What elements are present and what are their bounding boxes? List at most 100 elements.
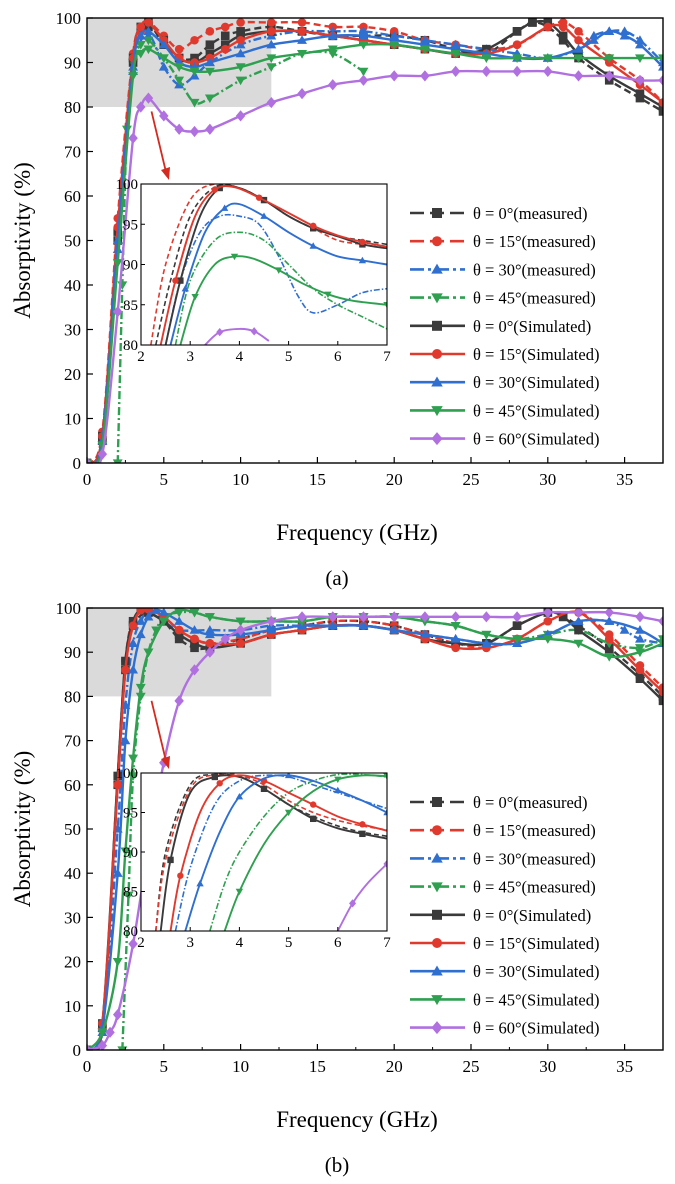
series-0-point	[635, 670, 645, 679]
inset-series-5-point	[310, 222, 317, 230]
legend-label: θ = 0°(Simulated)	[473, 317, 591, 336]
series-1-point	[190, 35, 199, 45]
inset-chart: 2 3 4 5 6 7 80 85 90 95 100	[116, 177, 392, 365]
y-tick-label: 80	[64, 687, 81, 706]
inset-y-tick-label: 85	[123, 298, 138, 314]
series-8-point	[358, 74, 369, 86]
series-7-point	[128, 754, 139, 764]
legend-marker	[432, 208, 442, 218]
series-6-point	[358, 620, 369, 630]
series-3-point	[143, 36, 154, 46]
inset-series-7-point	[235, 888, 244, 896]
legend-label: θ = 15°(measured)	[473, 232, 596, 251]
x-tick-label: 30	[539, 1057, 556, 1076]
inset-series-5-point	[211, 186, 218, 193]
chart-panel-a: 0 5 10 15 20 25 30 350102030405060708090100Freq…	[10, 9, 664, 590]
series-1-point	[574, 27, 583, 36]
series-7-point	[604, 54, 615, 63]
legend-label: θ = 0°(Simulated)	[473, 906, 591, 925]
series-1-point	[220, 22, 230, 32]
zoom-arrow-head	[161, 167, 170, 180]
series-4-point	[528, 18, 537, 27]
series-2-point	[635, 633, 645, 643]
series-7-point	[297, 49, 307, 59]
series-4-point	[635, 674, 645, 684]
series-6-point	[327, 30, 338, 40]
series-0-point	[205, 40, 215, 49]
series-6-point	[189, 625, 200, 634]
inset-y-tick-label: 100	[116, 766, 139, 782]
series-6-point	[389, 625, 400, 634]
y-axis-title: Absorptivity (%)	[10, 162, 35, 319]
inset-series-7-line	[179, 255, 387, 345]
series-8-point	[143, 92, 154, 104]
inset-series-5-point	[177, 872, 184, 879]
series-4-point	[220, 40, 230, 49]
series-3-point	[123, 891, 134, 901]
series-8-point	[159, 757, 169, 769]
series-7-point	[573, 54, 584, 63]
series-5-point	[174, 625, 184, 635]
inset-series-8-line	[336, 863, 387, 931]
legend-label: θ = 30°(measured)	[473, 260, 596, 279]
series-0-point	[190, 643, 199, 653]
x-tick-label: 20	[386, 470, 403, 489]
legend-marker	[431, 995, 443, 1006]
inset-x-tick-label: 6	[334, 349, 342, 365]
legend-label: θ = 15°(measured)	[473, 821, 596, 840]
series-7-point	[112, 259, 123, 268]
inset-y-tick-label: 95	[123, 217, 138, 233]
series-0-point	[558, 35, 568, 45]
inset-series-4-point	[167, 856, 174, 864]
legend-marker	[431, 293, 443, 304]
series-7-point	[204, 67, 215, 77]
inset-series-4-point	[359, 830, 366, 838]
inset-x-tick-label: 6	[334, 935, 342, 951]
inset-series-7-point	[334, 776, 342, 783]
series-7-point	[604, 652, 615, 662]
inset-series-8-point	[383, 859, 387, 869]
series-5-point	[236, 639, 245, 648]
zoom-arrow	[150, 111, 167, 173]
series-5-point	[297, 27, 307, 36]
x-tick-label: 15	[309, 1057, 326, 1076]
y-tick-label: 30	[64, 321, 81, 340]
series-0-point	[658, 107, 663, 116]
inset-series-6-point	[284, 773, 293, 779]
series-8-point	[128, 132, 138, 144]
y-tick-label: 20	[64, 365, 81, 384]
y-tick-label: 40	[64, 864, 81, 883]
inset-series-6-point	[181, 284, 189, 292]
inset-x-tick-label: 4	[236, 935, 244, 951]
inset-series-8-point	[349, 899, 357, 908]
series-1-point	[267, 18, 276, 27]
inset-series-8-point	[216, 327, 224, 337]
series-7-point	[143, 648, 154, 658]
series-3-point	[135, 692, 146, 702]
series-6-point	[158, 608, 169, 617]
series-8-point	[358, 611, 369, 623]
series-3-point	[117, 1046, 128, 1050]
series-5-point	[144, 18, 153, 27]
series-7-point	[512, 635, 523, 644]
series-8-point	[328, 611, 338, 623]
legend-marker	[432, 825, 442, 836]
series-6-point	[604, 26, 615, 36]
series-7-point	[358, 41, 369, 50]
inset-series-6-point	[358, 256, 367, 264]
series-0-point	[658, 692, 663, 701]
inset-series-5-point	[310, 801, 317, 808]
series-8-point	[604, 70, 614, 82]
panel-caption: (b)	[325, 1153, 350, 1177]
inset-x-tick-label: 3	[186, 935, 194, 951]
legend-marker	[432, 349, 442, 359]
series-6-line	[87, 29, 663, 463]
series-4-point	[512, 27, 522, 36]
series-7-point	[450, 49, 461, 59]
series-8-point	[512, 65, 522, 77]
series-6-point	[143, 611, 154, 621]
series-7-point	[266, 54, 277, 63]
series-8-point	[235, 110, 246, 122]
x-tick-label: 35	[616, 470, 633, 489]
